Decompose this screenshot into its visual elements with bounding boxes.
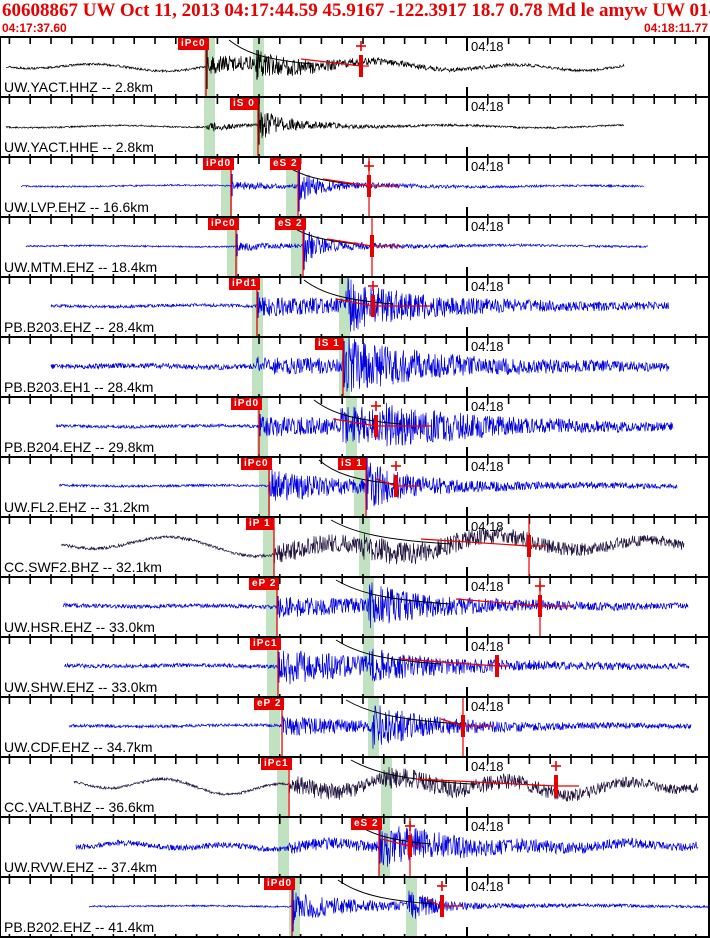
- coda-duration-marker[interactable]: [322, 158, 399, 216]
- pick-flag[interactable]: eP 2: [254, 698, 285, 710]
- minute-time-label: 04:18: [471, 759, 504, 774]
- minute-time-label: 04:18: [471, 279, 504, 294]
- coda-duration-marker[interactable]: [400, 655, 509, 677]
- pick-flag[interactable]: iPd0: [264, 878, 296, 890]
- coda-duration-marker[interactable]: [332, 401, 431, 437]
- station-channel-label: UW.FL2.EHZ -- 31.2km: [4, 499, 150, 515]
- coda-duration-marker[interactable]: [425, 881, 463, 917]
- waveform-canvas[interactable]: [1, 458, 708, 516]
- pick-flag[interactable]: iP 1: [246, 518, 274, 530]
- coda-duration-marker[interactable]: [415, 761, 579, 797]
- window-start-time: 04:17:37.60: [2, 21, 67, 35]
- pick-flag[interactable]: eS 2: [270, 158, 301, 170]
- minute-time-label: 04:18: [471, 99, 504, 114]
- coda-duration-marker[interactable]: [420, 518, 546, 576]
- trace-panel-UW-LVP-EHZ: iPd0 eS 2 04:18 UW.LVP.EHZ -- 16.6km: [1, 156, 708, 216]
- title-row: 60608867 UW Oct 11, 2013 04:17:44.59 45.…: [2, 0, 710, 21]
- coda-duration-marker[interactable]: [455, 578, 572, 636]
- coda-duration-marker[interactable]: [300, 41, 369, 77]
- trace-panel-CC-VALT-BHZ: iPc1 04:18 CC.VALT.BHZ -- 36.6km: [1, 756, 708, 816]
- trace-panel-PB-B202-EHZ: iPd0 04:18 PB.B202.EHZ -- 41.4km: [1, 876, 708, 938]
- event-header: 60608867 UW Oct 11, 2013 04:17:44.59 45.…: [0, 0, 710, 36]
- event-title-right: 4: [709, 0, 710, 21]
- pick-flag[interactable]: iPd0: [203, 158, 235, 170]
- pick-flag[interactable]: eS 2: [275, 218, 306, 230]
- waveform-canvas[interactable]: [1, 518, 708, 576]
- station-channel-label: PB.B203.EHZ -- 28.4km: [4, 319, 155, 335]
- minute-time-label: 04:18: [471, 159, 504, 174]
- trace-panel-UW-MTM-EHZ: iPc0 eS 2 04:18 UW.MTM.EHZ -- 18.4km: [1, 216, 708, 276]
- waveform-canvas[interactable]: [1, 278, 708, 336]
- station-channel-label: UW.YACT.HHZ -- 2.8km: [4, 79, 154, 95]
- station-channel-label: UW.RVW.EHZ -- 37.4km: [4, 859, 157, 875]
- pick-flag[interactable]: eP 2: [249, 578, 280, 590]
- station-channel-label: UW.HSR.EHZ -- 33.0km: [4, 619, 155, 635]
- pick-flag[interactable]: iPc0: [178, 38, 209, 50]
- waveform-canvas[interactable]: [1, 638, 708, 696]
- trace-panel-UW-YACT-HHE: iS 0 04:18 UW.YACT.HHE -- 2.8km: [1, 96, 708, 156]
- station-channel-label: UW.LVP.EHZ -- 16.6km: [4, 199, 149, 215]
- trace-panel-CC-SWF2-BHZ: iP 1 04:18 CC.SWF2.BHZ -- 32.1km: [1, 516, 708, 576]
- trace-panel-UW-YACT-HHZ: iPc0 04:18 UW.YACT.HHZ -- 2.8km: [1, 36, 708, 96]
- station-channel-label: PB.B204.EHZ -- 29.8km: [4, 439, 155, 455]
- waveform-canvas[interactable]: [1, 758, 708, 816]
- minute-time-label: 04:18: [471, 39, 504, 54]
- minute-time-label: 04:18: [471, 519, 504, 534]
- pick-flag[interactable]: iS 1: [315, 338, 343, 350]
- minute-time-label: 04:18: [471, 339, 504, 354]
- waveform-canvas[interactable]: [1, 698, 708, 756]
- pick-flag[interactable]: iPd1: [229, 278, 261, 290]
- station-channel-label: UW.SHW.EHZ -- 33.0km: [4, 679, 158, 695]
- trace-panel-UW-RVW-EHZ: eS 2 04:18 UW.RVW.EHZ -- 37.4km: [1, 816, 708, 876]
- trace-panel-PB-B204-EHZ: iPd0 04:18 PB.B204.EHZ -- 29.8km: [1, 396, 708, 456]
- minute-time-label: 04:18: [471, 399, 504, 414]
- pick-flag[interactable]: iS 0: [230, 98, 258, 110]
- station-channel-label: CC.SWF2.BHZ -- 32.1km: [4, 559, 162, 575]
- waveform-canvas[interactable]: [1, 98, 708, 156]
- trace-panel-UW-SHW-EHZ: iPc1 04:18 UW.SHW.EHZ -- 33.0km: [1, 636, 708, 696]
- coda-duration-marker[interactable]: [375, 461, 421, 497]
- minute-time-label: 04:18: [471, 879, 504, 894]
- trace-panel-UW-HSR-EHZ: eP 2 04:18 UW.HSR.EHZ -- 33.0km: [1, 576, 708, 636]
- station-channel-label: PB.B203.EH1 -- 28.4km: [4, 379, 154, 395]
- coda-duration-marker[interactable]: [335, 281, 431, 317]
- station-channel-label: UW.YACT.HHE -- 2.8km: [4, 139, 154, 155]
- minute-time-label: 04:18: [471, 459, 504, 474]
- window-end-time: 04:18:11.77: [643, 21, 708, 35]
- trace-panel-UW-FL2-EHZ: iPc0 iS 1 04:18 UW.FL2.EHZ -- 31.2km: [1, 456, 708, 516]
- trace-panel-PB-B203-EHZ: iPd1 04:18 PB.B203.EHZ -- 28.4km: [1, 276, 708, 336]
- event-title: 60608867 UW Oct 11, 2013 04:17:44.59 45.…: [2, 0, 709, 21]
- pick-flag[interactable]: iPc0: [208, 218, 239, 230]
- time-row: 04:17:37.60 04:18:11.77: [2, 21, 708, 36]
- pick-flag[interactable]: iPc1: [250, 638, 281, 650]
- minute-time-label: 04:18: [471, 579, 504, 594]
- waveform-canvas[interactable]: [1, 338, 708, 396]
- pick-flag[interactable]: eS 2: [351, 818, 382, 830]
- station-channel-label: UW.CDF.EHZ -- 34.7km: [4, 739, 153, 755]
- pick-flag[interactable]: iPc1: [261, 758, 292, 770]
- minute-time-label: 04:18: [471, 219, 504, 234]
- waveform-canvas[interactable]: [1, 818, 708, 876]
- waveform-canvas[interactable]: [1, 38, 708, 96]
- pick-flag[interactable]: iS 1: [338, 458, 366, 470]
- coda-duration-marker[interactable]: [380, 818, 423, 876]
- coda-duration-marker[interactable]: [440, 698, 493, 756]
- minute-time-label: 04:18: [471, 699, 504, 714]
- waveform-canvas[interactable]: [1, 578, 708, 636]
- minute-time-label: 04:18: [471, 819, 504, 834]
- minute-time-label: 04:18: [471, 639, 504, 654]
- coda-duration-marker[interactable]: [326, 218, 401, 276]
- trace-panel-UW-CDF-EHZ: eP 2 04:18 UW.CDF.EHZ -- 34.7km: [1, 696, 708, 756]
- pick-flag[interactable]: iPc0: [241, 458, 272, 470]
- pick-flag[interactable]: iPd0: [231, 398, 263, 410]
- station-channel-label: PB.B202.EHZ -- 41.4km: [4, 919, 155, 935]
- trace-panel-PB-B203-EH1: iS 1 04:18 PB.B203.EH1 -- 28.4km: [1, 336, 708, 396]
- waveform-canvas[interactable]: [1, 398, 708, 456]
- station-channel-label: UW.MTM.EHZ -- 18.4km: [4, 259, 158, 275]
- trace-panels: iPc0 04:18 UW.YACT.HHZ -- 2.8km iS 0 04:18 UW…: [0, 36, 710, 938]
- station-channel-label: CC.VALT.BHZ -- 36.6km: [4, 799, 155, 815]
